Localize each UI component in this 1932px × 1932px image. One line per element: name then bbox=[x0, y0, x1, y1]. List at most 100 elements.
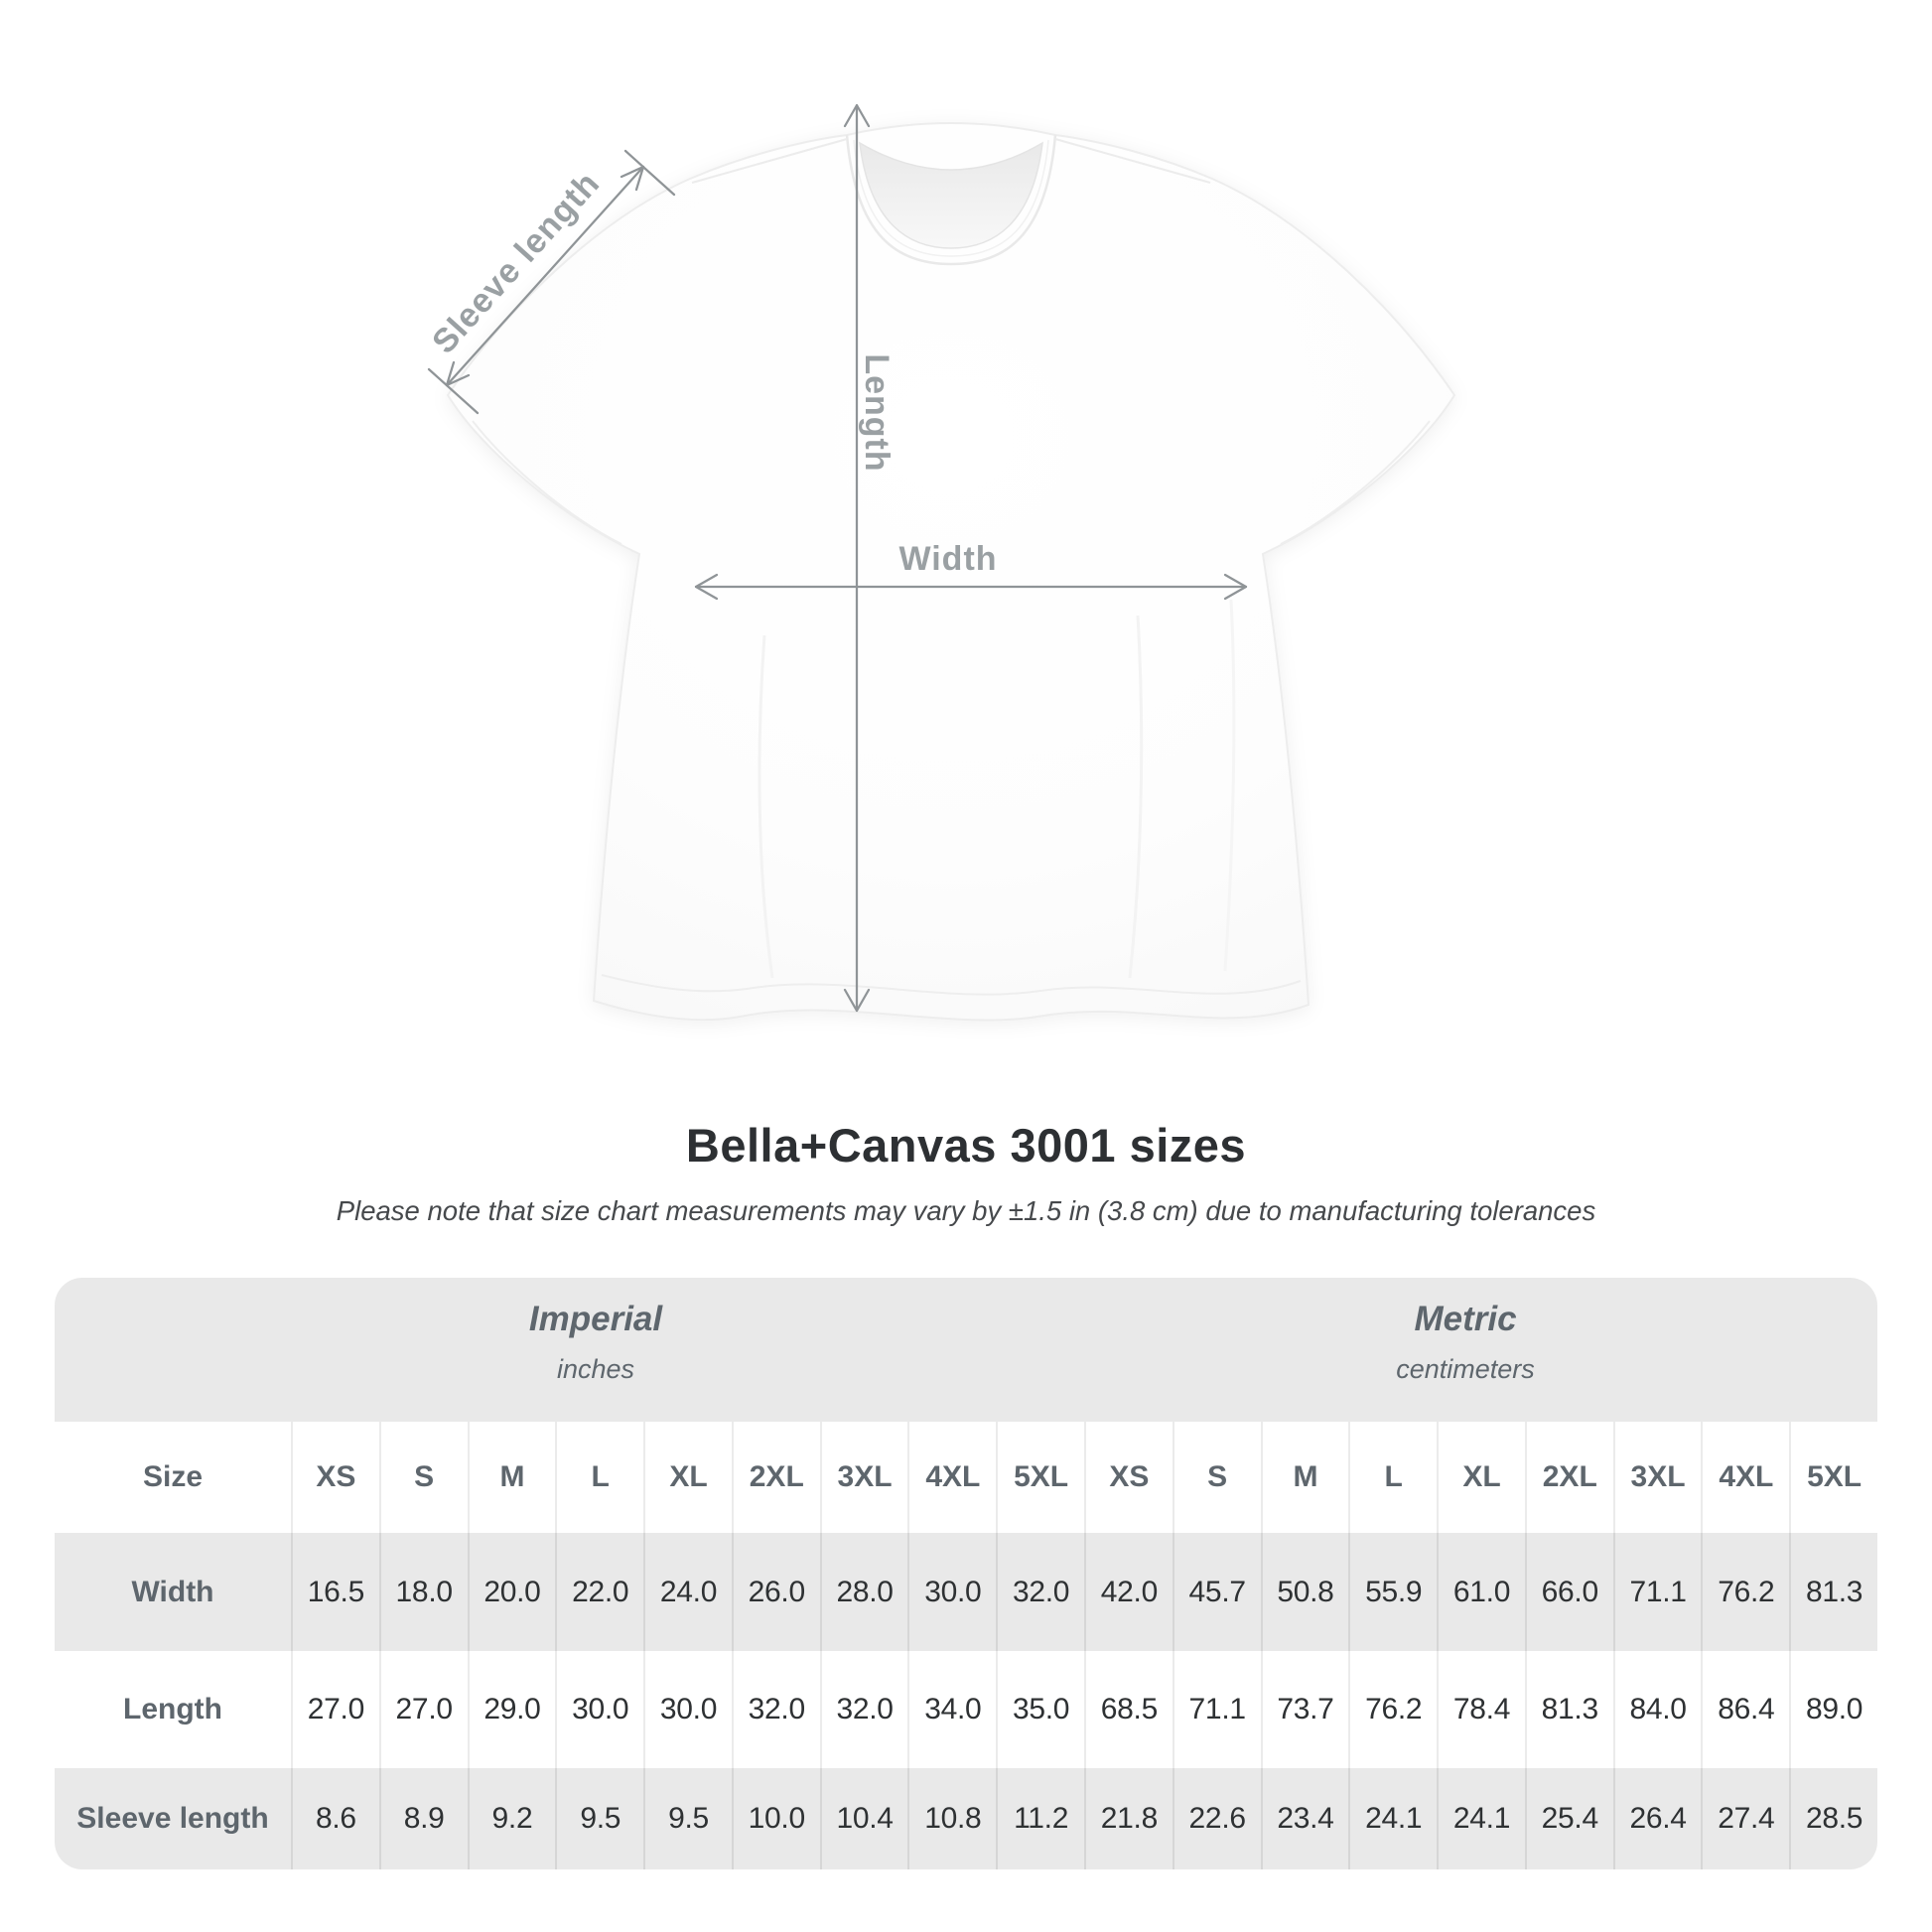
table-cell: 10.0 bbox=[731, 1768, 820, 1869]
tshirt-measurement-diagram: Sleeve length Length Width bbox=[425, 103, 1456, 1022]
table-cell: 22.0 bbox=[555, 1533, 643, 1651]
table-cell: 10.8 bbox=[907, 1768, 996, 1869]
table-cell: 24.1 bbox=[1348, 1768, 1437, 1869]
table-cell: 73.7 bbox=[1260, 1651, 1349, 1768]
table-cell: 25.4 bbox=[1524, 1768, 1613, 1869]
table-cell: 9.2 bbox=[467, 1768, 556, 1869]
table-cell: 8.6 bbox=[291, 1768, 379, 1869]
tshirt-illustration bbox=[446, 122, 1456, 1022]
table-cell: 61.0 bbox=[1437, 1533, 1525, 1651]
table-cell: 27.0 bbox=[291, 1651, 379, 1768]
table-cell: 32.0 bbox=[731, 1651, 820, 1768]
table-cell: 34.0 bbox=[907, 1651, 996, 1768]
table-cell: L bbox=[555, 1422, 643, 1533]
table-cell: 86.4 bbox=[1701, 1651, 1789, 1768]
shoulder-seam-right bbox=[1054, 138, 1211, 184]
length-arrow bbox=[843, 103, 871, 1013]
table-cell: 29.0 bbox=[467, 1651, 556, 1768]
width-label: Width bbox=[898, 540, 997, 578]
table-cell: 27.4 bbox=[1701, 1768, 1789, 1869]
table-cell: 26.0 bbox=[731, 1533, 820, 1651]
table-cell: 68.5 bbox=[1084, 1651, 1173, 1768]
imperial-unit: inches bbox=[556, 1354, 635, 1384]
table-cell: 24.1 bbox=[1437, 1768, 1525, 1869]
table-cell: 4XL bbox=[1701, 1422, 1789, 1533]
table-cell: S bbox=[1172, 1422, 1261, 1533]
table-cell: 2XL bbox=[731, 1422, 820, 1533]
table-cell: 24.0 bbox=[643, 1533, 732, 1651]
table-cell: XL bbox=[1437, 1422, 1525, 1533]
table-cell: 26.4 bbox=[1612, 1768, 1702, 1869]
table-cell: 3XL bbox=[1612, 1422, 1702, 1533]
table-cell: 55.9 bbox=[1348, 1533, 1437, 1651]
neck-opening bbox=[859, 141, 1043, 249]
table-cell: 42.0 bbox=[1084, 1533, 1173, 1651]
length-row: Length 27.0 27.0 29.0 30.0 30.0 32.0 32.0 34.0 3… bbox=[55, 1651, 1877, 1768]
table-cell: 28.0 bbox=[819, 1533, 908, 1651]
unit-header-band: Imperial inches Metric centimeters bbox=[55, 1278, 1877, 1422]
table-cell: 5XL bbox=[996, 1422, 1084, 1533]
cuff-hem-left bbox=[472, 420, 622, 545]
table-cell: 84.0 bbox=[1612, 1651, 1702, 1768]
table-cell: XS bbox=[1084, 1422, 1173, 1533]
table-cell: 4XL bbox=[907, 1422, 996, 1533]
table-cell: 2XL bbox=[1524, 1422, 1613, 1533]
table-cell: 76.2 bbox=[1701, 1533, 1789, 1651]
table-cell: 21.8 bbox=[1084, 1768, 1173, 1869]
width-arrow bbox=[694, 573, 1248, 601]
table-cell: 32.0 bbox=[819, 1651, 908, 1768]
table-cell: 10.4 bbox=[819, 1768, 908, 1869]
imperial-unit-header: Imperial inches bbox=[529, 1300, 662, 1385]
table-cell: L bbox=[1348, 1422, 1437, 1533]
table-cell: M bbox=[1260, 1422, 1349, 1533]
tshirt-body bbox=[446, 122, 1456, 1022]
fabric-wrinkle bbox=[1223, 599, 1236, 972]
bottom-hem-stitch bbox=[601, 974, 1302, 996]
table-cell: 81.3 bbox=[1524, 1651, 1613, 1768]
table-cell: 23.4 bbox=[1260, 1768, 1349, 1869]
table-cell: 27.0 bbox=[378, 1651, 468, 1768]
cuff-hem-right bbox=[1280, 420, 1431, 545]
sleeve-length-row: Sleeve length 8.6 8.9 9.2 9.5 9.5 10.0 10.4 10.… bbox=[55, 1768, 1877, 1869]
size-column-header: Size bbox=[142, 1460, 204, 1493]
shoulder-seam-left bbox=[691, 138, 848, 184]
table-cell: 30.0 bbox=[555, 1651, 643, 1768]
table-cell: 76.2 bbox=[1348, 1651, 1437, 1768]
table-cell: 35.0 bbox=[996, 1651, 1084, 1768]
row-label-length: Length bbox=[123, 1693, 222, 1725]
tolerance-note: Please note that size chart measurements… bbox=[336, 1195, 1596, 1226]
fabric-wrinkle bbox=[1128, 615, 1144, 979]
table-cell: 78.4 bbox=[1437, 1651, 1525, 1768]
imperial-label: Imperial bbox=[528, 1300, 663, 1338]
table-cell: 22.6 bbox=[1172, 1768, 1261, 1869]
sleeve-length-arrow bbox=[427, 149, 676, 415]
collar-band bbox=[845, 134, 1057, 266]
table-cell: 9.5 bbox=[643, 1768, 732, 1869]
table-cell: XS bbox=[291, 1422, 379, 1533]
length-label: Length bbox=[858, 353, 896, 472]
table-cell: 11.2 bbox=[996, 1768, 1084, 1869]
table-cell: 81.3 bbox=[1789, 1533, 1877, 1651]
table-cell: 50.8 bbox=[1260, 1533, 1349, 1651]
row-label-sleeve-length: Sleeve length bbox=[76, 1802, 269, 1835]
width-row: Width 16.5 18.0 20.0 22.0 24.0 26.0 28.0 30.0 32… bbox=[55, 1533, 1877, 1651]
table-cell: 18.0 bbox=[378, 1533, 468, 1651]
table-cell: 32.0 bbox=[996, 1533, 1084, 1651]
table-cell: 89.0 bbox=[1789, 1651, 1877, 1768]
table-cell: 30.0 bbox=[643, 1651, 732, 1768]
table-cell: 9.5 bbox=[555, 1768, 643, 1869]
size-table: Imperial inches Metric centimeters Size … bbox=[55, 1278, 1877, 1869]
fabric-wrinkle bbox=[758, 634, 774, 979]
table-cell: 8.9 bbox=[378, 1768, 468, 1869]
metric-unit-header: Metric centimeters bbox=[1396, 1300, 1535, 1385]
table-cell: M bbox=[467, 1422, 556, 1533]
table-cell: 5XL bbox=[1789, 1422, 1877, 1533]
row-label-width: Width bbox=[131, 1575, 214, 1608]
table-cell: S bbox=[378, 1422, 468, 1533]
page-title: Bella+Canvas 3001 sizes bbox=[685, 1119, 1247, 1172]
table-cell: 45.7 bbox=[1172, 1533, 1261, 1651]
table-cell: 71.1 bbox=[1612, 1533, 1702, 1651]
collar-stitch bbox=[853, 139, 1049, 257]
table-cell: 20.0 bbox=[467, 1533, 556, 1651]
table-cell: 3XL bbox=[819, 1422, 908, 1533]
